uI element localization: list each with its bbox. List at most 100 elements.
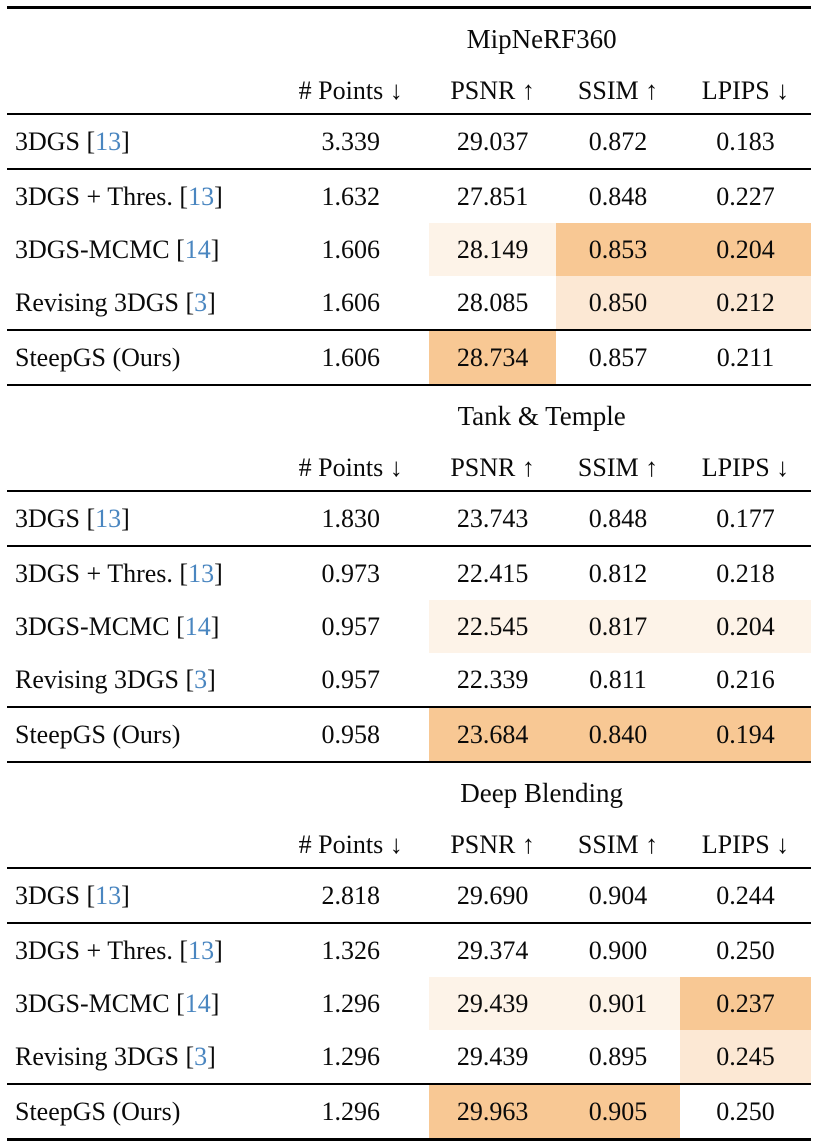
table-row: SteepGS (Ours) 1.296 29.963 0.905 0.250 bbox=[7, 1084, 811, 1138]
citation-link[interactable]: 14 bbox=[184, 611, 211, 641]
method-label: 3DGS-MCMC [ bbox=[15, 611, 185, 641]
psnr-cell: 29.037 bbox=[456, 126, 529, 156]
citation-link[interactable]: 3 bbox=[194, 664, 208, 694]
method-cell: SteepGS (Ours) bbox=[7, 1084, 272, 1138]
points-cell: 1.606 bbox=[321, 342, 380, 372]
method-cell: 3DGS-MCMC [14] bbox=[7, 977, 272, 1030]
method-cell: 3DGS + Thres. [13] bbox=[7, 923, 272, 977]
psnr-cell: 27.851 bbox=[456, 181, 529, 211]
table-row: 3DGS [13] 3.339 29.037 0.872 0.183 bbox=[7, 114, 811, 169]
citation-link[interactable]: 13 bbox=[95, 126, 122, 156]
dataset-section-deep-blending: Deep Blending # Points ↓ PSNR ↑ SSIM ↑ L… bbox=[7, 761, 811, 1141]
col-header-lpips: LPIPS ↓ bbox=[701, 830, 790, 859]
citation-close-bracket: ] bbox=[214, 558, 223, 588]
citation-link[interactable]: 14 bbox=[184, 988, 211, 1018]
ssim-cell: 0.901 bbox=[556, 977, 680, 1030]
column-header-row: # Points ↓ PSNR ↑ SSIM ↑ LPIPS ↓ bbox=[7, 446, 811, 491]
col-header-lpips: LPIPS ↓ bbox=[701, 76, 790, 105]
method-cell: Revising 3DGS [3] bbox=[7, 276, 272, 330]
method-cell: 3DGS + Thres. [13] bbox=[7, 169, 272, 223]
method-cell: 3DGS [13] bbox=[7, 491, 272, 546]
method-label: SteepGS (Ours) bbox=[15, 719, 181, 749]
points-cell: 0.957 bbox=[321, 664, 380, 694]
table-row: 3DGS + Thres. [13] 1.326 29.374 0.900 0.… bbox=[7, 923, 811, 977]
lpips-cell: 0.250 bbox=[716, 935, 775, 965]
ssim-cell: 0.812 bbox=[588, 558, 648, 588]
lpips-cell: 0.177 bbox=[716, 503, 775, 533]
points-cell: 1.326 bbox=[321, 935, 380, 965]
citation-close-bracket: ] bbox=[210, 234, 220, 264]
method-cell: 3DGS-MCMC [14] bbox=[7, 600, 272, 653]
method-cell: 3DGS [13] bbox=[7, 114, 272, 169]
citation-link[interactable]: 14 bbox=[184, 234, 211, 264]
col-header-points: # Points ↓ bbox=[298, 76, 403, 105]
column-header-row: # Points ↓ PSNR ↑ SSIM ↑ LPIPS ↓ bbox=[7, 823, 811, 868]
citation-close-bracket: ] bbox=[207, 287, 216, 317]
results-table: MipNeRF360 # Points ↓ PSNR ↑ SSIM ↑ LPIP… bbox=[7, 9, 811, 384]
method-label: Revising 3DGS [ bbox=[15, 664, 195, 694]
psnr-cell: 28.734 bbox=[429, 330, 557, 384]
col-header-ssim: SSIM ↑ bbox=[577, 76, 659, 105]
citation-close-bracket: ] bbox=[207, 1041, 216, 1071]
col-header-lpips: LPIPS ↓ bbox=[701, 453, 790, 482]
lpips-cell: 0.227 bbox=[716, 181, 775, 211]
lpips-cell: 0.218 bbox=[716, 558, 775, 588]
citation-link[interactable]: 3 bbox=[194, 287, 208, 317]
psnr-cell: 23.743 bbox=[456, 503, 529, 533]
points-cell: 1.296 bbox=[321, 1096, 380, 1126]
results-tables-container: MipNeRF360 # Points ↓ PSNR ↑ SSIM ↑ LPIP… bbox=[7, 6, 811, 1141]
table-row: 3DGS [13] 1.830 23.743 0.848 0.177 bbox=[7, 491, 811, 546]
table-row: SteepGS (Ours) 0.958 23.684 0.840 0.194 bbox=[7, 707, 811, 761]
method-cell: 3DGS + Thres. [13] bbox=[7, 546, 272, 600]
table-row: 3DGS-MCMC [14] 0.957 22.545 0.817 0.204 bbox=[7, 600, 811, 653]
points-cell: 1.606 bbox=[321, 234, 380, 264]
method-label: 3DGS [ bbox=[15, 880, 96, 910]
ssim-cell: 0.817 bbox=[556, 600, 680, 653]
citation-close-bracket: ] bbox=[214, 181, 223, 211]
method-cell: Revising 3DGS [3] bbox=[7, 1030, 272, 1084]
column-header-row: # Points ↓ PSNR ↑ SSIM ↑ LPIPS ↓ bbox=[7, 69, 811, 114]
method-label: Revising 3DGS [ bbox=[15, 287, 195, 317]
method-cell: SteepGS (Ours) bbox=[7, 707, 272, 761]
points-cell: 1.632 bbox=[321, 181, 380, 211]
method-label: 3DGS + Thres. [ bbox=[15, 181, 189, 211]
method-label: 3DGS-MCMC [ bbox=[15, 234, 185, 264]
table-row: 3DGS [13] 2.818 29.690 0.904 0.244 bbox=[7, 868, 811, 923]
citation-link[interactable]: 13 bbox=[188, 181, 215, 211]
method-label: 3DGS + Thres. [ bbox=[15, 558, 189, 588]
citation-link[interactable]: 13 bbox=[95, 880, 122, 910]
citation-close-bracket: ] bbox=[121, 503, 130, 533]
points-cell: 1.296 bbox=[321, 988, 380, 1018]
points-cell: 1.830 bbox=[321, 503, 380, 533]
col-header-points: # Points ↓ bbox=[298, 453, 403, 482]
table-row: SteepGS (Ours) 1.606 28.734 0.857 0.211 bbox=[7, 330, 811, 384]
citation-link[interactable]: 13 bbox=[188, 558, 215, 588]
points-cell: 0.957 bbox=[321, 611, 380, 641]
dataset-title: Deep Blending bbox=[460, 777, 624, 808]
points-cell: 0.958 bbox=[321, 719, 380, 749]
dataset-title-row: Deep Blending bbox=[7, 763, 811, 823]
psnr-cell: 22.339 bbox=[456, 664, 529, 694]
lpips-cell: 0.245 bbox=[679, 1030, 811, 1084]
lpips-cell: 0.204 bbox=[679, 223, 811, 276]
header-row-spacer bbox=[7, 69, 272, 114]
citation-close-bracket: ] bbox=[121, 126, 130, 156]
citation-link[interactable]: 3 bbox=[194, 1041, 208, 1071]
citation-link[interactable]: 13 bbox=[95, 503, 122, 533]
ssim-cell: 0.905 bbox=[556, 1084, 680, 1138]
psnr-cell: 23.684 bbox=[429, 707, 557, 761]
psnr-cell: 28.085 bbox=[456, 287, 529, 317]
psnr-cell: 29.374 bbox=[456, 935, 529, 965]
citation-link[interactable]: 13 bbox=[188, 935, 215, 965]
col-header-ssim: SSIM ↑ bbox=[577, 830, 659, 859]
method-label: Revising 3DGS [ bbox=[15, 1041, 195, 1071]
ssim-cell: 0.848 bbox=[588, 181, 648, 211]
lpips-cell: 0.212 bbox=[679, 276, 811, 330]
title-row-spacer bbox=[7, 763, 272, 823]
table-row: 3DGS-MCMC [14] 1.606 28.149 0.853 0.204 bbox=[7, 223, 811, 276]
lpips-cell: 0.194 bbox=[679, 707, 811, 761]
citation-close-bracket: ] bbox=[207, 664, 216, 694]
citation-close-bracket: ] bbox=[210, 611, 220, 641]
lpips-cell: 0.183 bbox=[716, 126, 775, 156]
citation-close-bracket: ] bbox=[214, 935, 223, 965]
